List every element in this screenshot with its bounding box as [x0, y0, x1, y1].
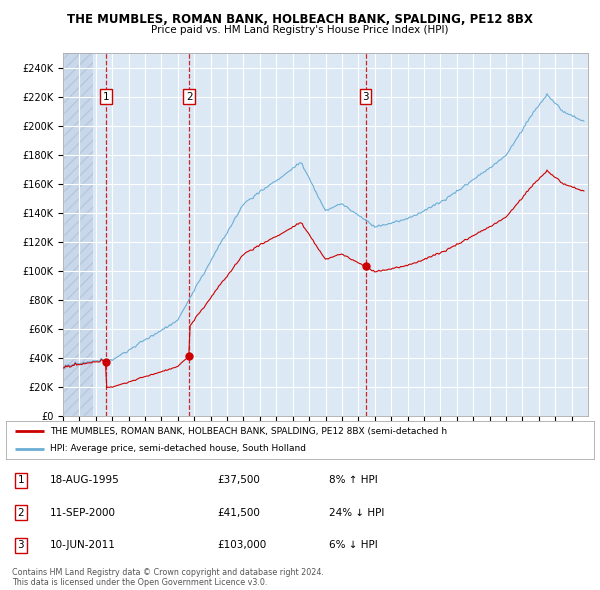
- Text: THE MUMBLES, ROMAN BANK, HOLBEACH BANK, SPALDING, PE12 8BX: THE MUMBLES, ROMAN BANK, HOLBEACH BANK, …: [67, 13, 533, 26]
- Text: Price paid vs. HM Land Registry's House Price Index (HPI): Price paid vs. HM Land Registry's House …: [151, 25, 449, 35]
- Text: Contains HM Land Registry data © Crown copyright and database right 2024.
This d: Contains HM Land Registry data © Crown c…: [12, 568, 324, 587]
- Text: 10-JUN-2011: 10-JUN-2011: [50, 540, 116, 550]
- Text: 3: 3: [17, 540, 24, 550]
- Text: 2: 2: [17, 508, 24, 517]
- Text: 8% ↑ HPI: 8% ↑ HPI: [329, 475, 378, 485]
- Text: 6% ↓ HPI: 6% ↓ HPI: [329, 540, 378, 550]
- Text: £41,500: £41,500: [218, 508, 260, 517]
- Text: £37,500: £37,500: [218, 475, 260, 485]
- Bar: [63, 53, 92, 416]
- Text: 2: 2: [186, 91, 193, 101]
- Text: 1: 1: [103, 91, 109, 101]
- Text: HPI: Average price, semi-detached house, South Holland: HPI: Average price, semi-detached house,…: [50, 444, 306, 453]
- Text: 24% ↓ HPI: 24% ↓ HPI: [329, 508, 385, 517]
- Text: 18-AUG-1995: 18-AUG-1995: [50, 475, 120, 485]
- Text: THE MUMBLES, ROMAN BANK, HOLBEACH BANK, SPALDING, PE12 8BX (semi-detached h: THE MUMBLES, ROMAN BANK, HOLBEACH BANK, …: [50, 427, 447, 435]
- Text: 11-SEP-2000: 11-SEP-2000: [50, 508, 116, 517]
- Text: 1: 1: [17, 475, 24, 485]
- Text: £103,000: £103,000: [218, 540, 267, 550]
- Text: 3: 3: [362, 91, 369, 101]
